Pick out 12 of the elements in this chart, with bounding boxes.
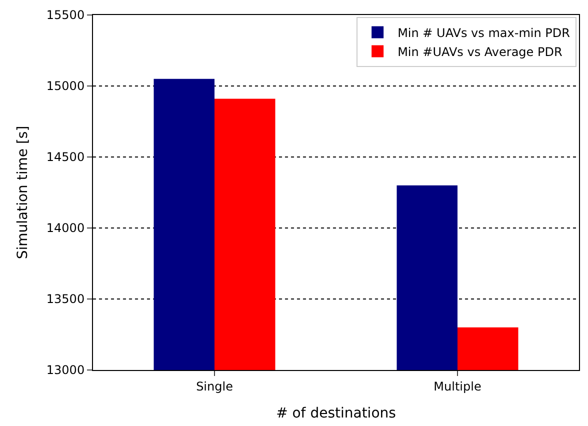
x-axis-title: # of destinations: [276, 406, 396, 422]
y-tick-label: 14000: [46, 221, 85, 236]
x-tick-label: Multiple: [434, 379, 482, 394]
y-tick-label: 15000: [46, 79, 85, 94]
legend-label: Min # UAVs vs max-min PDR: [398, 26, 570, 40]
x-tick-label: Single: [196, 379, 233, 394]
y-tick-label: 13000: [46, 363, 85, 378]
y-axis-title: Simulation time [s]: [15, 126, 32, 260]
y-tick-label: 14500: [46, 150, 85, 164]
y-tick-label: 13500: [46, 292, 85, 306]
legend-label: Min #UAVs vs Average PDR: [398, 44, 562, 59]
y-tick-label: 15500: [46, 8, 85, 22]
